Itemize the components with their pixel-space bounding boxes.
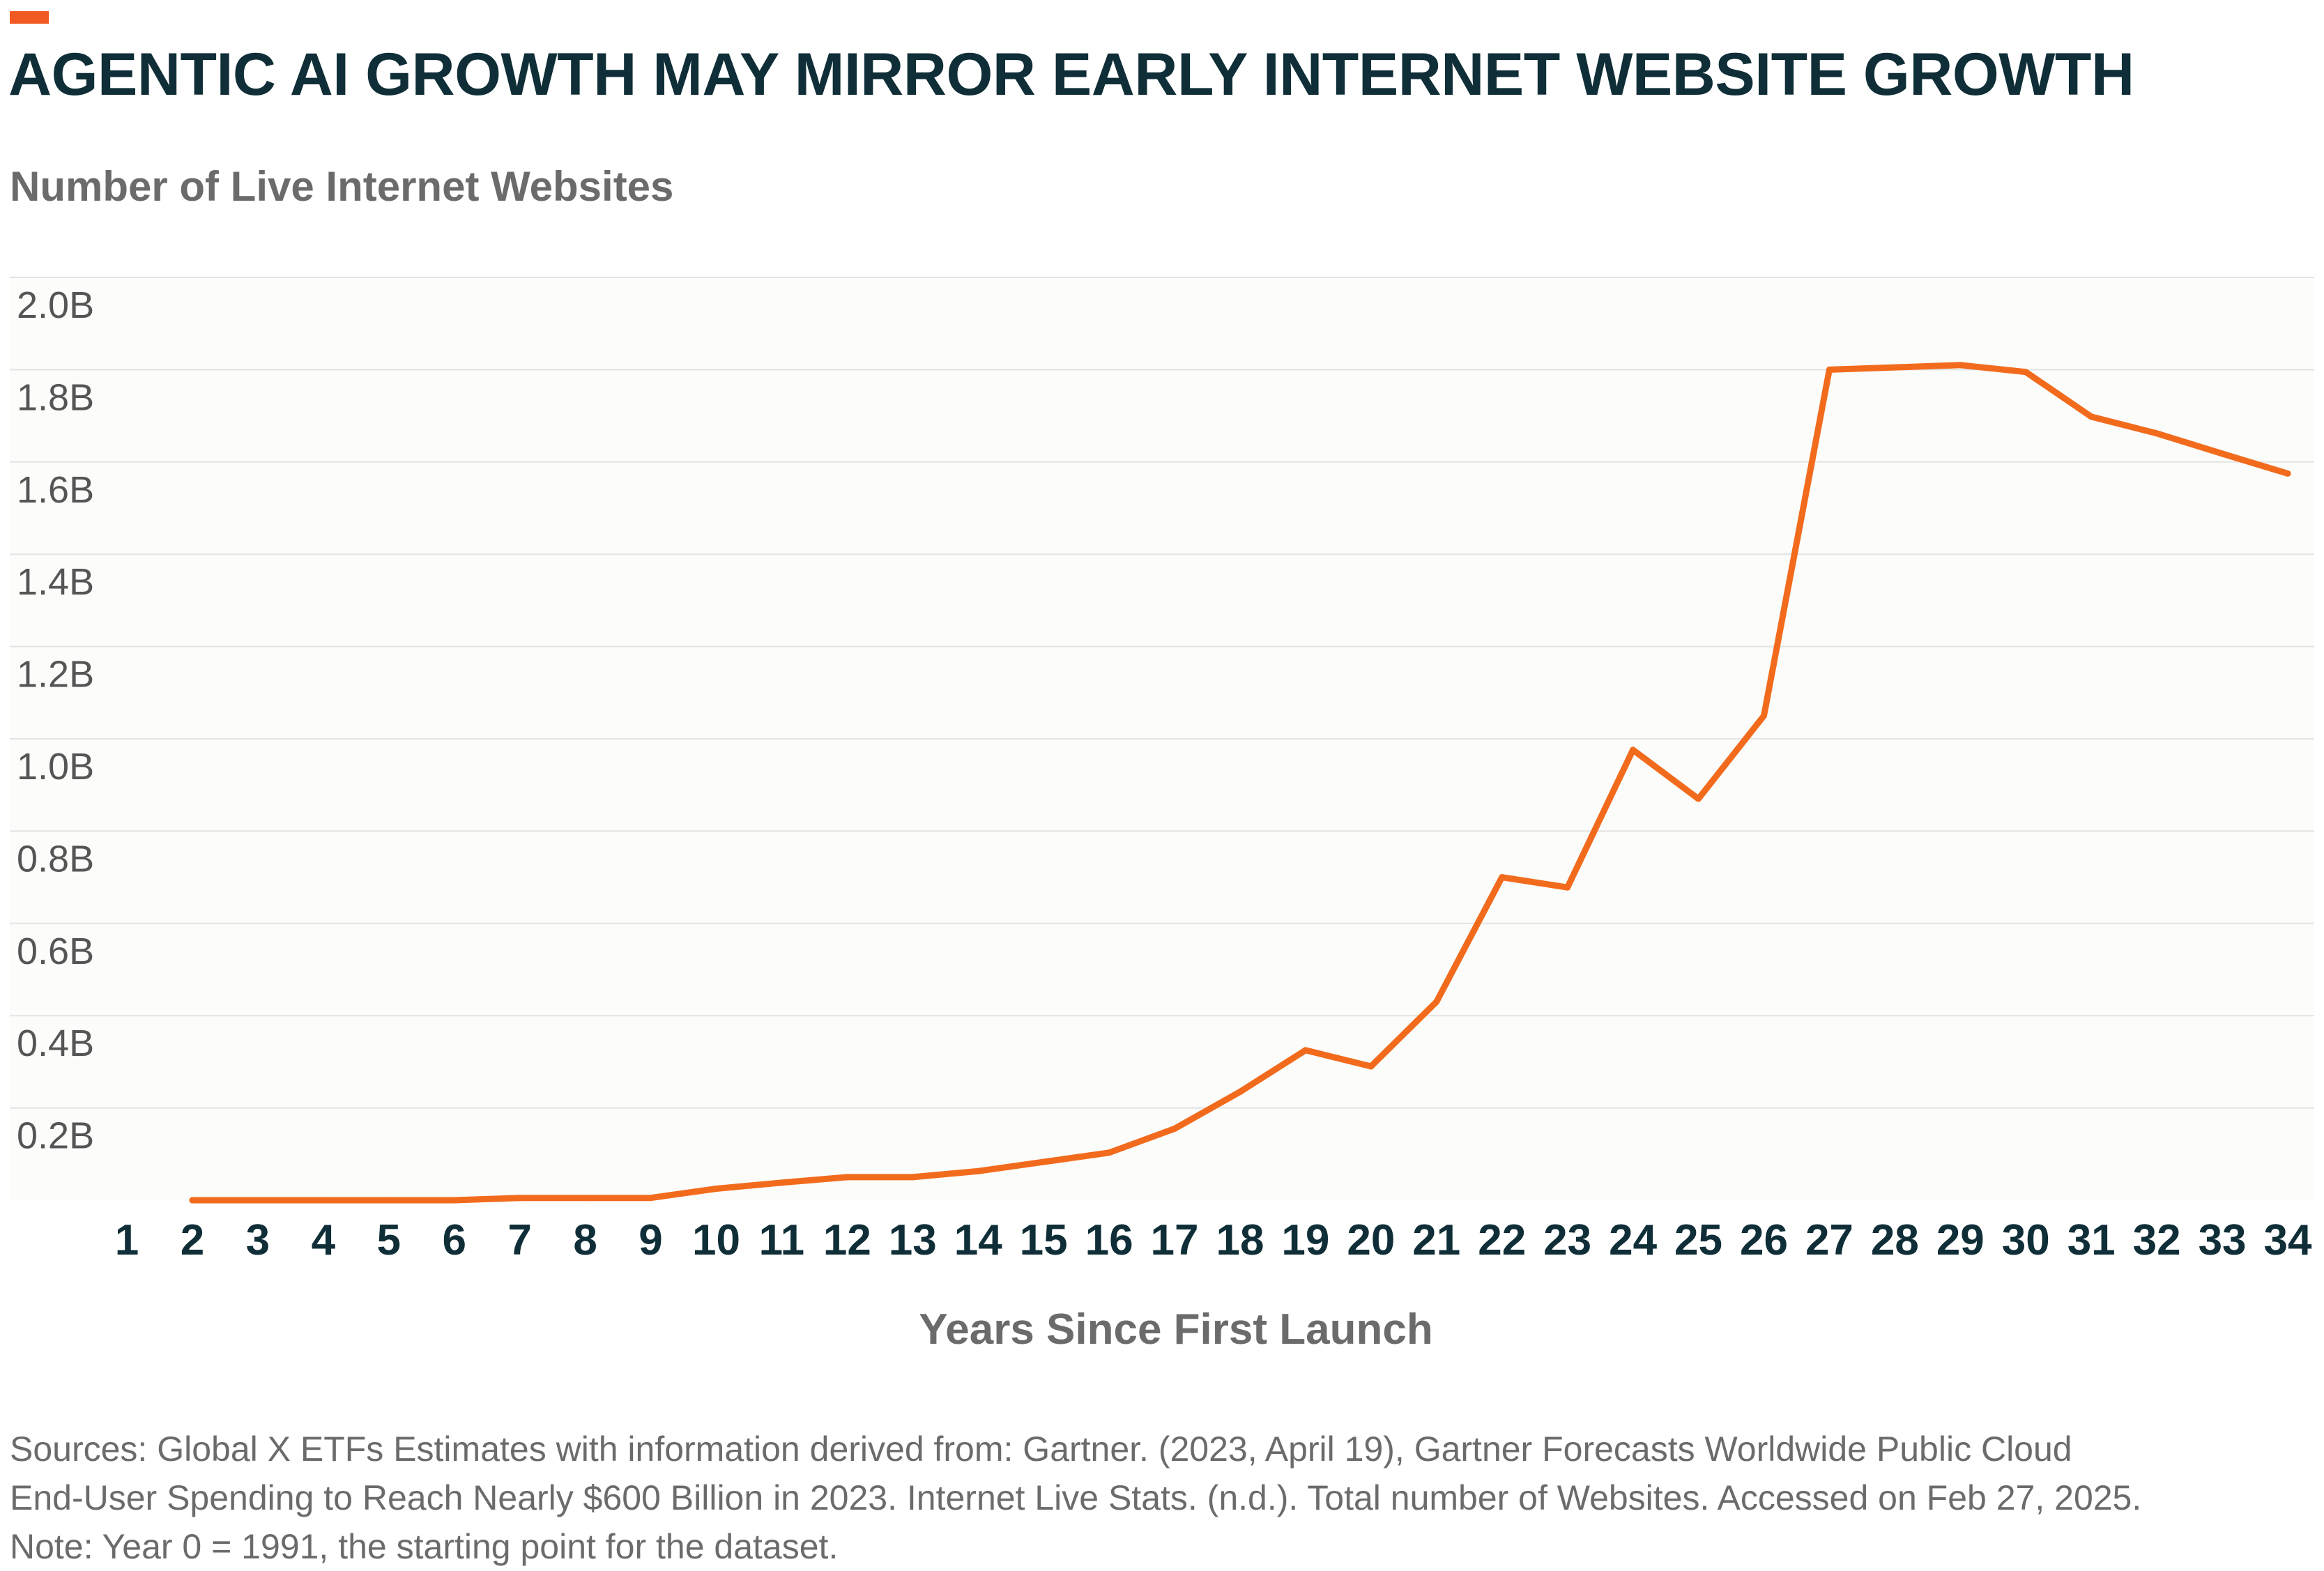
data-point-year-6 [451,1197,458,1204]
x-tick-label: 18 [1216,1216,1264,1264]
x-tick-label: 3 [246,1216,270,1264]
x-tick-label: 1 [115,1216,139,1264]
data-point-year-27 [1826,366,1833,373]
data-point-year-31 [2088,413,2095,420]
data-point-year-30 [2022,369,2029,376]
x-tick-label: 19 [1281,1216,1329,1264]
data-point-year-34 [2284,470,2291,477]
x-tick-label: 31 [2067,1216,2116,1264]
data-point-year-28 [1891,364,1898,371]
x-tick-label: 14 [954,1216,1002,1264]
data-point-year-25 [1695,795,1702,802]
data-point-year-3 [254,1197,261,1204]
x-tick-label: 9 [639,1216,662,1264]
data-point-year-7 [517,1195,523,1202]
y-tick-label: 0.4B [17,1022,94,1064]
x-tick-label: 10 [692,1216,740,1264]
x-tick-label: 28 [1871,1216,1919,1264]
x-tick-label: 4 [312,1216,336,1264]
x-tick-label: 32 [2133,1216,2181,1264]
line-chart: 0.2B 0.4B 0.6B 0.8B 1.0B 1.2B 1.4B 1.6B 1.8B 2.0B… [10,277,2314,1354]
x-tick-label: 24 [1609,1216,1657,1264]
x-tick-label: 2 [181,1216,204,1264]
data-point-year-5 [385,1197,392,1204]
data-point-year-20 [1368,1063,1375,1070]
x-tick-label: 7 [507,1216,531,1264]
y-tick-label: 0.2B [17,1115,94,1157]
data-point-year-14 [974,1167,981,1174]
data-point-year-18 [1237,1088,1244,1095]
chart-title: AGENTIC AI GROWTH MAY MIRROR EARLY INTER… [8,41,2134,108]
y-axis-ticks: 0.2B 0.4B 0.6B 0.8B 1.0B 1.2B 1.4B 1.6B 1.8B 2.0B [17,284,94,1157]
accent-bar [10,11,49,24]
x-tick-label: 12 [823,1216,871,1264]
data-point-year-4 [320,1197,327,1204]
sources-note: Sources: Global X ETFs Estimates with in… [10,1425,2310,1571]
data-point-year-32 [2153,430,2160,437]
x-tick-label: 16 [1085,1216,1133,1264]
data-point-year-2 [189,1197,196,1204]
x-tick-label: 33 [2199,1216,2247,1264]
x-axis-ticks: 1 2 3 4 5 6 7 8 9 10 11 12 13 14 15 16 17 18 19 20 21 22 23 24 2… [115,1216,2312,1264]
x-tick-label: 15 [1020,1216,1068,1264]
data-point-year-8 [582,1195,589,1202]
x-tick-label: 5 [377,1216,401,1264]
x-tick-label: 27 [1805,1216,1853,1264]
data-point-year-19 [1302,1047,1309,1054]
data-point-year-13 [909,1174,916,1181]
data-point-year-10 [712,1185,719,1192]
data-point-year-29 [1957,362,1964,369]
y-tick-label: 1.0B [17,746,94,788]
x-tick-label: 20 [1347,1216,1395,1264]
y-tick-label: 2.0B [17,284,94,326]
y-tick-label: 1.4B [17,561,94,603]
data-point-year-12 [843,1174,850,1181]
data-point-year-11 [778,1179,785,1186]
data-point-year-26 [1760,712,1767,719]
x-tick-label: 13 [889,1216,937,1264]
sources-line-2: End-User Spending to Reach Nearly $600 B… [10,1478,2142,1517]
x-tick-label: 30 [2002,1216,2050,1264]
y-tick-label: 1.8B [17,376,94,418]
x-tick-label: 25 [1674,1216,1722,1264]
x-tick-label: 26 [1740,1216,1788,1264]
gridlines [10,277,2314,1109]
data-point-year-24 [1630,746,1637,753]
y-tick-label: 0.8B [17,838,94,880]
y-tick-label: 1.6B [17,469,94,511]
x-tick-label: 11 [759,1216,805,1264]
sources-line-1: Sources: Global X ETFs Estimates with in… [10,1430,2072,1469]
series-points [189,362,2291,1204]
x-tick-label: 29 [1936,1216,1985,1264]
data-point-year-16 [1106,1149,1113,1156]
x-tick-label: 21 [1412,1216,1460,1264]
data-point-year-21 [1433,998,1440,1005]
chart-subtitle: Number of Live Internet Websites [10,163,674,210]
sources-line-3: Note: Year 0 = 1991, the starting point … [10,1527,839,1566]
x-tick-label: 6 [442,1216,466,1264]
y-tick-label: 1.2B [17,654,94,696]
x-tick-label: 23 [1543,1216,1591,1264]
x-tick-label: 8 [573,1216,597,1264]
x-axis-label: Years Since First Launch [919,1305,1432,1354]
y-tick-label: 0.6B [17,930,94,972]
data-point-year-15 [1040,1158,1047,1165]
data-point-year-33 [2219,450,2226,457]
data-point-year-23 [1564,884,1571,891]
x-tick-label: 22 [1478,1216,1526,1264]
data-point-year-17 [1171,1125,1178,1132]
data-point-year-22 [1499,874,1506,881]
data-point-year-9 [648,1195,655,1202]
x-tick-label: 34 [2264,1216,2312,1264]
x-tick-label: 17 [1151,1216,1199,1264]
